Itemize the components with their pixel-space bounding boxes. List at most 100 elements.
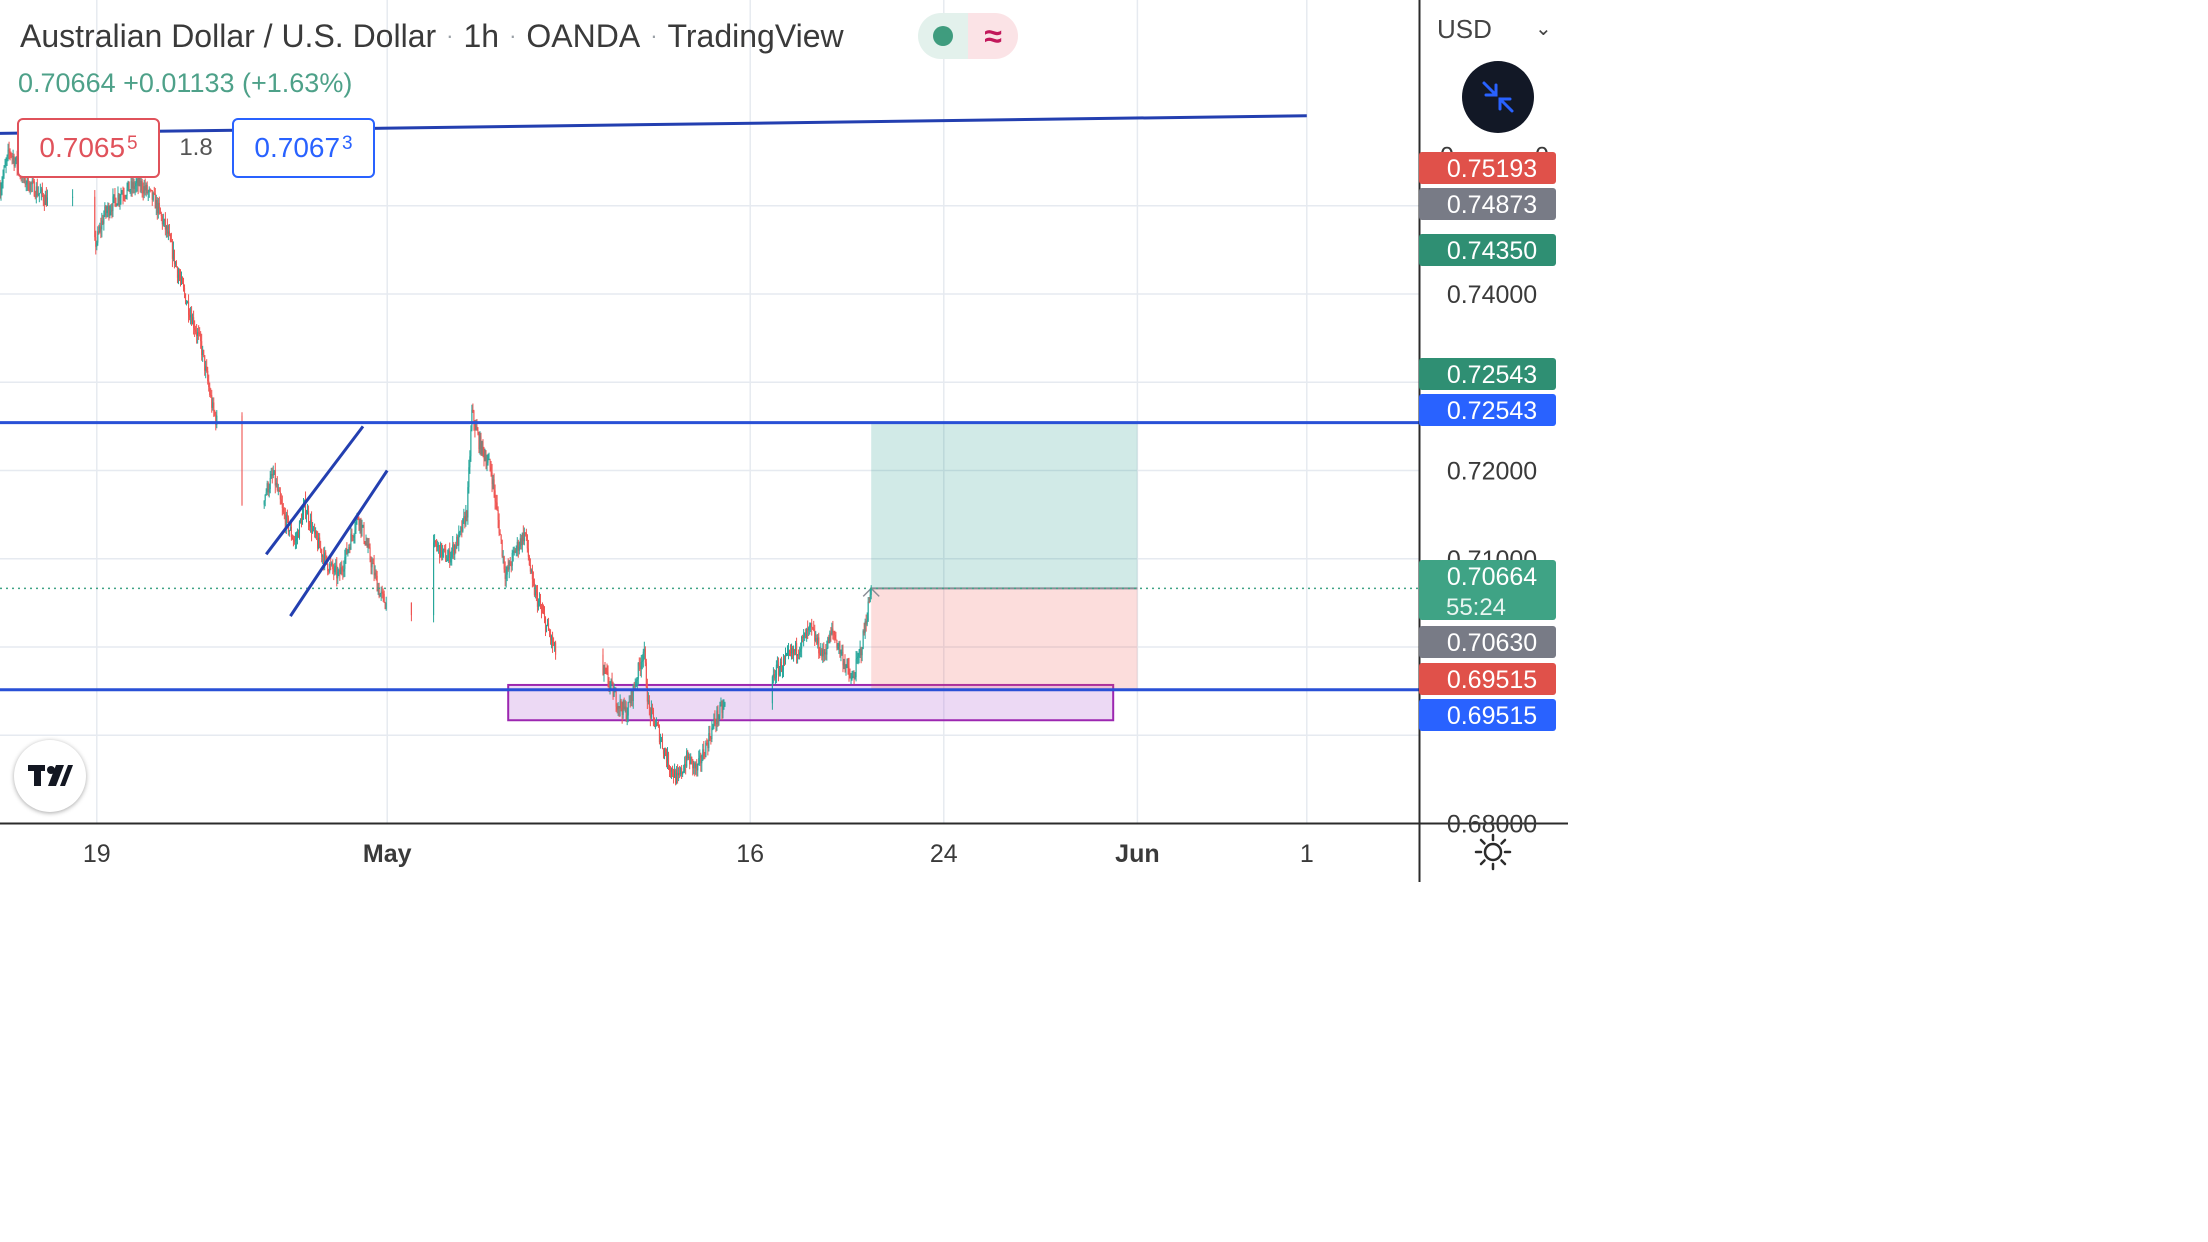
candle-body <box>205 366 207 371</box>
candle-body <box>807 629 809 631</box>
candle-body <box>367 544 369 547</box>
candle-body <box>620 700 622 709</box>
market-status-pill[interactable]: ≈ <box>918 13 1018 59</box>
candle-body <box>128 181 130 192</box>
candle-body <box>138 176 140 186</box>
candle-body <box>192 317 194 325</box>
candle-body <box>466 510 468 518</box>
channel-line[interactable] <box>265 425 365 556</box>
candle-body <box>150 189 152 191</box>
candle-body <box>163 219 165 221</box>
candle-body <box>772 674 774 677</box>
candle-body <box>10 152 12 156</box>
channel-line[interactable] <box>289 469 389 617</box>
candle-body <box>439 545 441 558</box>
candle-body <box>548 630 551 635</box>
currency-selector[interactable]: USD <box>1437 14 1492 44</box>
candle-body <box>818 637 820 654</box>
candle-body <box>209 387 211 395</box>
candle-body <box>241 415 243 505</box>
candle-body <box>779 661 781 669</box>
price-badge[interactable] <box>1419 234 1556 266</box>
price-badge[interactable] <box>1419 663 1556 695</box>
candle-body <box>608 682 610 687</box>
gear-icon[interactable] <box>1474 833 1512 871</box>
candle-body <box>825 652 827 655</box>
candle-body <box>716 710 718 724</box>
candle-body <box>352 536 354 538</box>
candle-body <box>519 538 521 547</box>
candle-body <box>701 760 703 764</box>
candle-body <box>154 193 156 209</box>
candle-body <box>650 707 652 718</box>
candle-body <box>196 331 198 336</box>
price-badge[interactable] <box>1419 699 1556 731</box>
candle-body <box>681 768 683 775</box>
price-badge[interactable] <box>1419 152 1556 184</box>
price-tick-label: 0.74000 <box>1447 281 1537 309</box>
candle-body <box>786 651 789 654</box>
candle-body <box>537 601 539 607</box>
candle-body <box>491 472 493 485</box>
candle-body <box>99 226 101 232</box>
price-chart[interactable]: 0.740000.720000.710000.680000.019May1624… <box>0 0 1568 882</box>
candle-body <box>521 533 523 546</box>
candle-body <box>279 491 281 500</box>
candle-body <box>859 648 861 652</box>
candle-body <box>706 742 708 744</box>
price-badge[interactable] <box>1419 394 1556 426</box>
candle-body <box>268 488 270 493</box>
long-position-stop-zone[interactable] <box>871 588 1138 690</box>
long-position-target-zone[interactable] <box>871 422 1138 589</box>
price-badge[interactable] <box>1419 560 1556 620</box>
candle-body <box>369 547 371 560</box>
candle-body <box>682 772 684 775</box>
price-badge[interactable] <box>1419 188 1556 220</box>
candle-body <box>370 559 372 568</box>
candle-body <box>324 552 326 565</box>
candle-body <box>694 762 696 769</box>
candle-body <box>204 355 206 371</box>
chevron-down-icon[interactable]: ⌄ <box>1535 18 1552 40</box>
symbol-name[interactable]: Australian Dollar / U.S. Dollar <box>20 17 437 54</box>
candle-body <box>662 748 665 754</box>
sell-button[interactable]: 0.7065 5 <box>17 118 160 178</box>
market-open-indicator[interactable] <box>918 13 968 59</box>
candle-body <box>11 155 13 157</box>
candle-body <box>544 617 547 632</box>
candle-body <box>696 763 698 771</box>
interval-label[interactable]: 1h <box>463 17 500 54</box>
collapse-button[interactable] <box>1462 61 1534 133</box>
candle-body <box>683 771 685 773</box>
candle-body <box>363 525 365 542</box>
candle-body <box>864 621 866 634</box>
candle-body <box>689 756 691 765</box>
candle-body <box>3 167 5 176</box>
candle-body <box>723 704 725 707</box>
candle-body <box>721 704 723 713</box>
approx-icon[interactable]: ≈ <box>968 13 1018 59</box>
candle-body <box>96 242 98 247</box>
candle-body <box>299 520 302 522</box>
candle-body <box>494 490 496 502</box>
candle-body <box>540 607 543 611</box>
buy-button[interactable]: 0.7067 3 <box>232 118 375 178</box>
candle-body <box>463 516 465 519</box>
trend-line[interactable] <box>0 114 1307 135</box>
price-badge-label: 0.69515 <box>1447 702 1537 730</box>
candle-body <box>709 733 711 738</box>
price-badge[interactable] <box>1419 626 1556 658</box>
price-axis-panel[interactable] <box>1419 0 1568 882</box>
candle-body <box>277 489 279 491</box>
candle-body <box>440 543 442 558</box>
candle-body <box>321 549 323 557</box>
tradingview-logo-button[interactable] <box>14 740 86 812</box>
candle-body <box>44 195 46 205</box>
price-badge[interactable] <box>1419 358 1556 390</box>
candle-body <box>191 314 193 325</box>
symbol-header[interactable]: Australian Dollar / U.S. Dollar · 1h · O… <box>20 14 844 58</box>
candle-body <box>42 194 44 202</box>
candle-body <box>340 567 342 575</box>
candle-body <box>446 560 448 562</box>
candle-body <box>821 649 823 657</box>
